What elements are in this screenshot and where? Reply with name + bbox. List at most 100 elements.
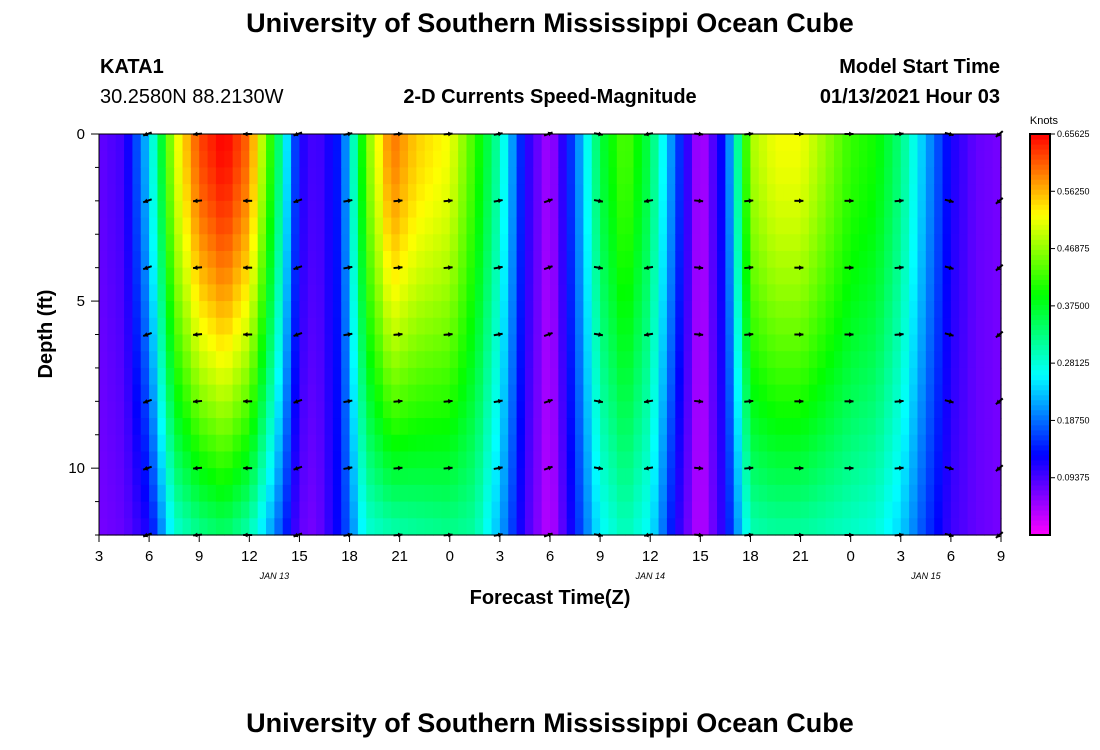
heatmap-cell: [282, 501, 292, 519]
heatmap-cell: [625, 367, 635, 386]
heatmap-cell: [942, 284, 952, 302]
heatmap-cell: [608, 501, 618, 519]
heatmap-cell: [533, 367, 543, 386]
current-vector: [443, 265, 453, 271]
heatmap-cell: [341, 518, 351, 536]
heatmap-cell: [708, 250, 718, 269]
heatmap-cell: [817, 134, 827, 152]
heatmap-cell: [391, 167, 401, 185]
heatmap-cell: [299, 217, 309, 235]
heatmap-cell: [909, 200, 919, 219]
heatmap-cell: [199, 301, 209, 319]
heatmap-cell: [416, 150, 426, 169]
heatmap-cell: [641, 484, 651, 503]
heatmap-cell: [349, 367, 359, 386]
heatmap-cell: [157, 234, 167, 252]
heatmap-cell: [483, 367, 493, 386]
heatmap-cell: [717, 351, 726, 369]
colorbar-swatch: [1030, 389, 1050, 396]
heatmap-cell: [984, 134, 994, 152]
heatmap-cell: [357, 501, 367, 519]
heatmap-cell: [792, 150, 802, 169]
heatmap-cell: [516, 518, 526, 536]
heatmap-cell: [859, 150, 868, 169]
heatmap-cell: [299, 167, 309, 185]
heatmap-cell: [274, 301, 284, 319]
heatmap-cell: [516, 250, 526, 269]
heatmap-cell: [700, 434, 710, 453]
heatmap-cell: [441, 351, 451, 369]
heatmap-cell: [850, 217, 860, 235]
heatmap-cell: [366, 418, 376, 436]
heatmap-cell: [742, 317, 752, 336]
heatmap-cell: [149, 418, 159, 436]
heatmap-cell: [307, 501, 317, 519]
colorbar-swatch: [1030, 224, 1050, 230]
current-vector: [142, 332, 153, 337]
heatmap-cell: [499, 200, 509, 219]
heatmap-cell: [992, 150, 1002, 169]
heatmap-cell: [408, 167, 417, 185]
heatmap-cell: [190, 518, 200, 536]
heatmap-cell: [717, 384, 726, 402]
current-vector: [593, 265, 604, 271]
heatmap-cell: [240, 484, 250, 503]
heatmap-cell: [474, 384, 484, 402]
heatmap-cell: [875, 484, 885, 503]
heatmap-cell: [808, 401, 818, 419]
heatmap-cell: [224, 468, 234, 486]
heatmap-cell: [859, 518, 868, 536]
heatmap-cell: [833, 367, 843, 386]
heatmap-cell: [399, 518, 409, 536]
heatmap-cell: [99, 434, 108, 453]
heatmap-cell: [357, 451, 367, 469]
heatmap-cell: [224, 301, 234, 319]
heatmap-cell: [892, 317, 902, 336]
heatmap-cell: [558, 150, 568, 169]
heatmap-cell: [332, 518, 342, 536]
heatmap-cell: [867, 384, 877, 402]
heatmap-cell: [232, 317, 242, 336]
heatmap-cell: [691, 484, 701, 503]
heatmap-cell: [641, 217, 651, 235]
heatmap-cell: [934, 267, 944, 285]
heatmap-cell: [458, 250, 468, 269]
current-vector: [243, 198, 253, 204]
heatmap-cell: [341, 501, 351, 519]
heatmap-cell: [274, 501, 284, 519]
heatmap-cell: [366, 301, 376, 319]
heatmap-cell: [408, 200, 417, 219]
heatmap-cell: [416, 184, 426, 202]
heatmap-cell: [892, 451, 902, 469]
heatmap-cell: [291, 167, 301, 185]
heatmap-cell: [149, 351, 159, 369]
heatmap-cell: [758, 501, 768, 519]
x-tick-label: 6: [947, 548, 955, 565]
heatmap-cell: [408, 501, 417, 519]
heatmap-cell: [867, 334, 877, 352]
heatmap-cell: [516, 200, 526, 219]
heatmap-cell: [867, 367, 877, 386]
heatmap-cell: [575, 451, 585, 469]
heatmap-cell: [900, 484, 910, 503]
heatmap-cell: [207, 284, 217, 302]
heatmap-cell: [174, 200, 184, 219]
heatmap-cell: [650, 284, 660, 302]
heatmap-cell: [332, 267, 342, 285]
heatmap-cell: [859, 301, 868, 319]
heatmap-cell: [666, 384, 676, 402]
heatmap-cell: [566, 284, 576, 302]
heatmap-cell: [733, 434, 743, 453]
heatmap-cell: [800, 384, 810, 402]
current-vector: [243, 332, 253, 337]
heatmap-cell: [633, 317, 643, 336]
heatmap-cell: [491, 200, 501, 219]
colorbar-swatch: [1030, 404, 1050, 411]
heatmap-cell: [767, 418, 777, 436]
heatmap-cell: [132, 134, 142, 152]
heatmap-cell: [808, 184, 818, 202]
heatmap-cell: [291, 150, 301, 169]
heatmap-cell: [683, 184, 693, 202]
heatmap-cell: [299, 317, 309, 336]
heatmap-cell: [917, 367, 927, 386]
